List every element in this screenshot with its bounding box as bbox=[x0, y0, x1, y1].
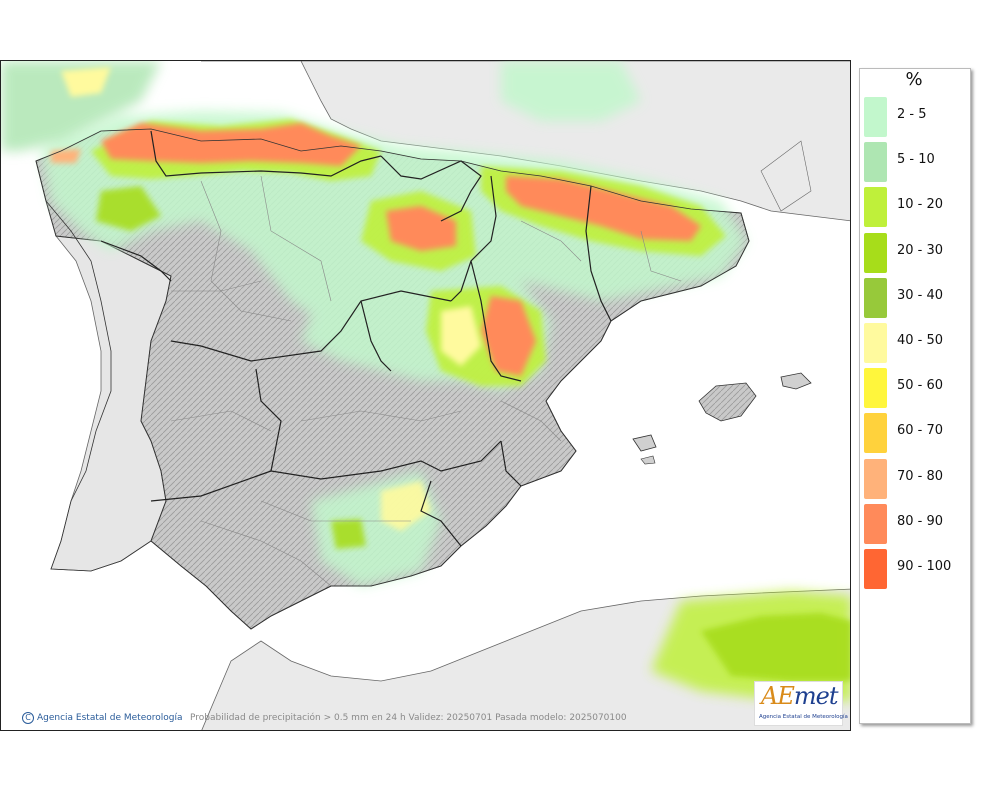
ibiza-island bbox=[632, 434, 657, 452]
legend-swatch bbox=[864, 97, 887, 137]
legend-item: 2 - 5 bbox=[864, 93, 968, 137]
legend-item: 90 - 100 bbox=[864, 545, 968, 589]
legend-swatch bbox=[864, 232, 887, 273]
menorca-island bbox=[780, 372, 812, 390]
legend-swatch bbox=[864, 458, 887, 499]
copyright-icon: C bbox=[22, 712, 34, 724]
probability-overlay bbox=[1, 61, 850, 701]
legend-label: 80 - 90 bbox=[897, 513, 944, 529]
legend-label: 2 - 5 bbox=[897, 107, 927, 122]
aemet-logo-subtitle: Agencia Estatal de Meteorología bbox=[759, 714, 848, 720]
legend-swatch bbox=[864, 503, 887, 544]
formentera-island bbox=[640, 455, 656, 465]
legend-label: 5 - 10 bbox=[897, 152, 935, 168]
legend-item: 10 - 20 bbox=[864, 183, 968, 228]
legend-swatch bbox=[864, 323, 887, 363]
aemet-logo-mark: AEmet bbox=[761, 682, 838, 710]
legend-swatch bbox=[864, 549, 887, 589]
legend-swatch bbox=[864, 187, 887, 228]
legend-item: 60 - 70 bbox=[864, 409, 968, 454]
legend-item: 5 - 10 bbox=[864, 138, 968, 183]
legend-label: 50 - 60 bbox=[897, 378, 944, 394]
credit-label: Agencia Estatal de Meteorología bbox=[37, 713, 183, 723]
iberia-coastline bbox=[35, 128, 750, 630]
corsica-landmass bbox=[760, 140, 812, 212]
region-boundaries bbox=[100, 130, 612, 547]
legend-item: 40 - 50 bbox=[864, 319, 968, 363]
legend-swatch bbox=[864, 413, 887, 454]
legend: % 2 - 5 5 - 10 10 - 20 20 - 30 30 - 40 40 - 5… bbox=[859, 68, 971, 724]
legend-label: 90 - 100 bbox=[897, 559, 952, 574]
legend-item: 70 - 80 bbox=[864, 455, 968, 499]
legend-swatch bbox=[864, 142, 887, 183]
mallorca-island bbox=[698, 382, 757, 422]
map-canvas bbox=[1, 61, 850, 730]
legend-swatch bbox=[864, 368, 887, 409]
province-boundaries bbox=[170, 175, 682, 587]
legend-label: 10 - 20 bbox=[897, 197, 944, 213]
legend-label: 40 - 50 bbox=[897, 333, 944, 348]
legend-label: 60 - 70 bbox=[897, 423, 944, 439]
validity-caption: Probabilidad de precipitación > 0.5 mm e… bbox=[190, 713, 627, 723]
legend-item: 30 - 40 bbox=[864, 274, 968, 318]
legend-label: 70 - 80 bbox=[897, 468, 944, 484]
credit-text: C Agencia Estatal de Meteorología bbox=[22, 712, 183, 724]
precipitation-probability-map bbox=[0, 60, 851, 731]
legend-label: 20 - 30 bbox=[897, 242, 944, 258]
legend-unit: % bbox=[905, 69, 923, 90]
aemet-logo: AEmet Agencia Estatal de Meteorología bbox=[754, 681, 848, 726]
legend-swatch bbox=[864, 277, 887, 318]
legend-item: 20 - 30 bbox=[864, 229, 968, 273]
legend-item: 80 - 90 bbox=[864, 500, 968, 544]
legend-item: 50 - 60 bbox=[864, 364, 968, 409]
legend-label: 30 - 40 bbox=[897, 287, 944, 303]
